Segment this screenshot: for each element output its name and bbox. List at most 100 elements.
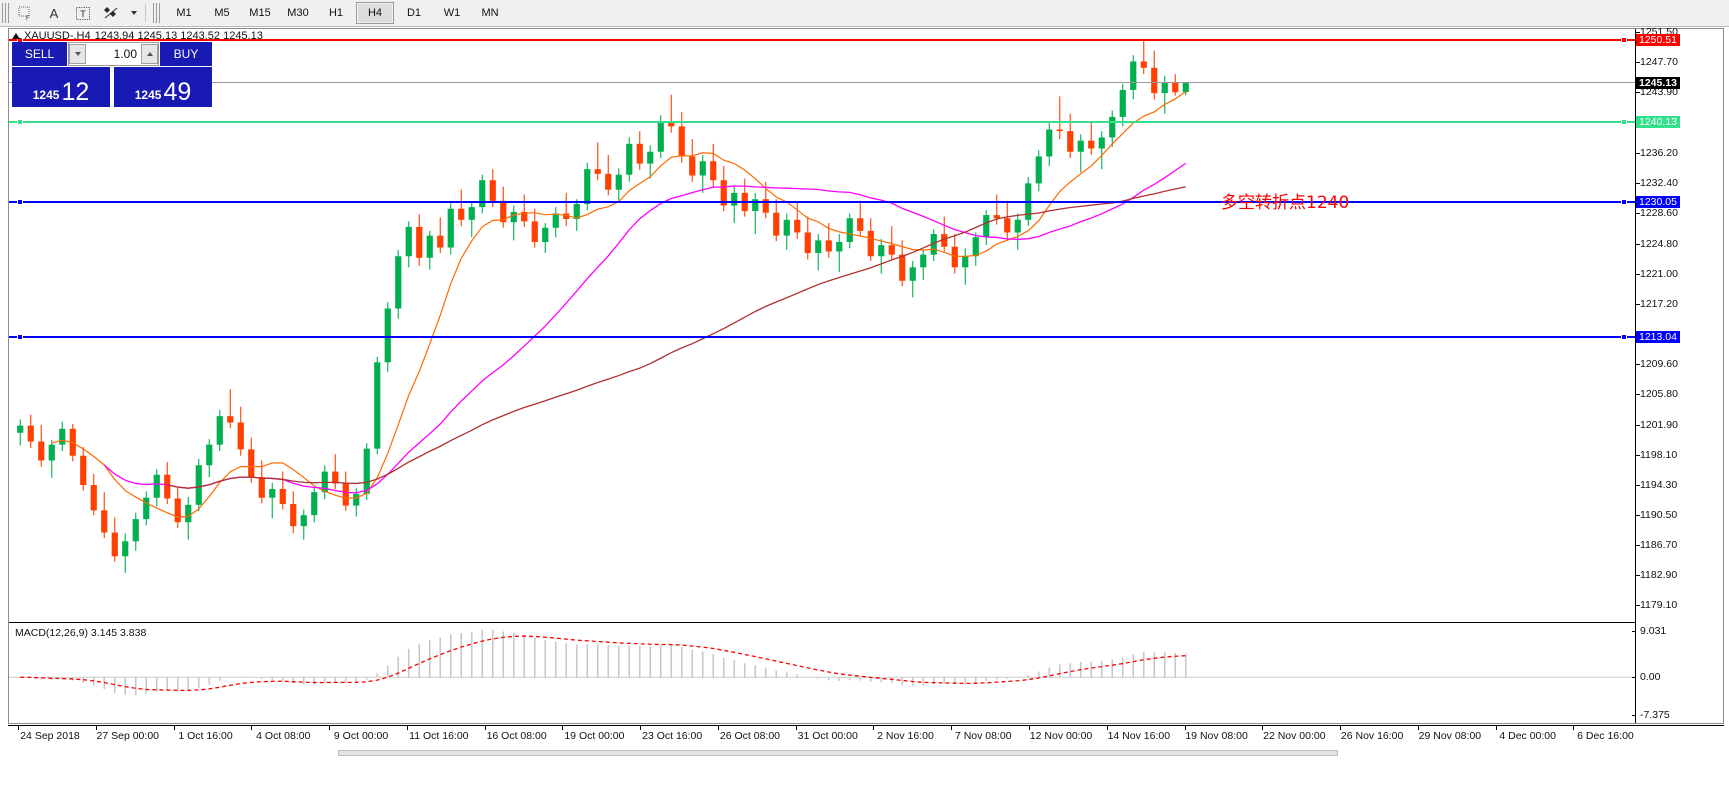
level-line-anchor[interactable] (1621, 333, 1627, 340)
price-axis-label: 1198.10 (1640, 448, 1678, 461)
macd-pane[interactable]: MACD(12,26,9) 3.145 3.838 (9, 625, 1635, 723)
price-axis-highlight-current-bid-label[interactable]: 1245.13 (1636, 76, 1680, 89)
one-click-price-row: 1245 12 1245 49 (12, 67, 212, 107)
volume-increase-button[interactable] (141, 44, 158, 64)
objects-dropdown-icon[interactable] (128, 2, 140, 24)
toolbar-divider (145, 4, 146, 22)
time-axis-tick (562, 726, 564, 730)
price-axis-tick (1636, 454, 1640, 456)
sell-button[interactable]: SELL (12, 42, 67, 66)
timeframe-m15[interactable]: M15 (249, 7, 271, 19)
timeframe-d1[interactable]: D1 (406, 7, 422, 19)
time-axis-tick (795, 726, 797, 730)
buy-price-cell[interactable]: 1245 49 (114, 67, 212, 107)
price-axis[interactable]: 1251.50 1247.70 1243.90 1236.20 1232.40 1228.… (1632, 26, 1723, 723)
one-click-trading-panel[interactable]: SELL 1.00 BUY 1245 12 1245 49 (12, 42, 212, 107)
level-line-anchor[interactable] (17, 119, 23, 126)
level-line-anchor[interactable] (1621, 37, 1627, 43)
price-axis-tick (1636, 424, 1640, 426)
toolbar-grip[interactable] (2, 3, 9, 23)
level-line-1213.04[interactable] (9, 333, 1635, 340)
level-line-anchor[interactable] (1621, 198, 1627, 205)
svg-text:T: T (80, 9, 86, 19)
price-axis-tick (1636, 62, 1640, 64)
level-line-1245.13[interactable] (9, 81, 1635, 83)
price-axis-highlight-level-line-label[interactable]: 1230.05 (1636, 195, 1680, 208)
macd-indicator-label: MACD(12,26,9) 3.145 3.838 (15, 627, 147, 639)
price-axis-label: 1221.00 (1640, 267, 1678, 280)
price-axis-label: 1224.80 (1640, 237, 1678, 250)
text-a-icon[interactable]: A (49, 5, 59, 21)
level-line-anchor[interactable] (1621, 119, 1627, 126)
level-line-1230.05[interactable] (9, 198, 1635, 205)
level-line-anchor[interactable] (17, 333, 23, 340)
timeframe-m30[interactable]: M30 (287, 7, 309, 19)
price-pane[interactable]: 多空转折点1240 (9, 29, 1635, 622)
ohlc-values: 1243.94 1245.13 1243.52 1245.13 (94, 30, 263, 42)
price-axis-tick (1636, 605, 1640, 607)
objects-icon[interactable] (99, 2, 125, 24)
volume-decrease-button[interactable] (69, 44, 86, 64)
timeframe-m1[interactable]: M1 (176, 7, 192, 19)
time-axis[interactable]: 24 Sep 2018 27 Sep 00:00 1 Oct 16:00 4 Oct … (8, 725, 1724, 749)
collapse-triangle-icon[interactable] (12, 33, 20, 39)
price-axis-label: 1228.60 (1640, 207, 1678, 220)
horizontal-scrollbar[interactable] (8, 748, 1724, 758)
timeframe-mn[interactable]: MN (481, 7, 499, 19)
time-axis-label: 26 Nov 16:00 (1340, 730, 1404, 742)
scrollbar-thumb[interactable] (338, 750, 1338, 756)
time-axis-label: 4 Oct 08:00 (256, 730, 311, 742)
price-axis-label: 1236.20 (1640, 147, 1678, 160)
price-axis-tick (1636, 183, 1640, 185)
time-axis-tick (173, 726, 175, 730)
price-axis-tick (1636, 303, 1640, 305)
timeframe-m5[interactable]: M5 (214, 7, 230, 19)
text-label-icon[interactable]: T (70, 2, 96, 24)
time-axis-label: 12 Nov 00:00 (1029, 730, 1093, 742)
chart-annotation-text: 多空转折点1240 (1221, 193, 1350, 213)
price-axis-label: 1217.20 (1640, 297, 1678, 310)
price-axis-label: 1209.60 (1640, 357, 1678, 370)
volume-value[interactable]: 1.00 (113, 47, 137, 61)
macd-histogram (9, 629, 1635, 696)
timeframe-grip[interactable] (153, 3, 160, 23)
price-axis-label: 1201.90 (1640, 418, 1678, 431)
chart-frame[interactable]: 多空转折点1240 MACD(12,26,9) 3.145 3.838 1251… (8, 26, 1724, 724)
time-axis-tick (640, 726, 642, 730)
time-axis-label: 27 Sep 00:00 (96, 730, 160, 742)
crosshair-f-icon[interactable]: F (12, 2, 38, 24)
level-line-1240.13[interactable] (9, 119, 1635, 126)
price-axis-label: 1232.40 (1640, 177, 1678, 190)
timeframe-h1[interactable]: H1 (328, 7, 344, 19)
time-axis-tick (1340, 726, 1342, 730)
sell-price-cell[interactable]: 1245 12 (12, 67, 110, 107)
level-line-1250.51[interactable] (9, 37, 1635, 43)
price-axis-highlight-support-line-label[interactable]: 1240.13 (1636, 116, 1680, 129)
macd-axis-label: -7.375 (1640, 709, 1670, 721)
price-axis-tick (1636, 32, 1640, 34)
symbol-label: XAUUSD-,H4 (24, 30, 91, 42)
time-axis-label: 1 Oct 16:00 (178, 730, 233, 742)
time-axis-tick (1417, 726, 1419, 730)
buy-button[interactable]: BUY (160, 42, 212, 66)
price-axis-label: 1251.50 (1640, 26, 1678, 39)
time-axis-label: 9 Oct 00:00 (333, 730, 389, 742)
time-axis-tick (251, 726, 253, 730)
volume-field[interactable]: 1.00 (68, 42, 159, 66)
price-candles (17, 40, 1189, 573)
time-axis-label: 7 Nov 08:00 (954, 730, 1012, 742)
price-axis-label: 1182.90 (1640, 569, 1678, 582)
macd-axis-tick (1632, 677, 1636, 679)
timeframe-h4[interactable]: H4 (356, 2, 394, 24)
time-axis-label: 31 Oct 00:00 (797, 730, 858, 742)
time-axis-label: 6 Dec 16:00 (1577, 730, 1634, 742)
time-axis-label: 2 Nov 16:00 (877, 730, 934, 742)
time-axis-tick (1184, 726, 1186, 730)
price-axis-highlight-resistance-line-label[interactable]: 1250.51 (1636, 34, 1680, 46)
time-axis-label: 16 Oct 08:00 (486, 730, 547, 742)
price-axis-label: 1194.30 (1640, 479, 1678, 492)
timeframe-w1[interactable]: W1 (443, 7, 461, 19)
pane-divider (9, 622, 1635, 623)
level-line-anchor[interactable] (17, 198, 23, 205)
price-axis-highlight-level-line-label[interactable]: 1213.04 (1636, 330, 1680, 343)
